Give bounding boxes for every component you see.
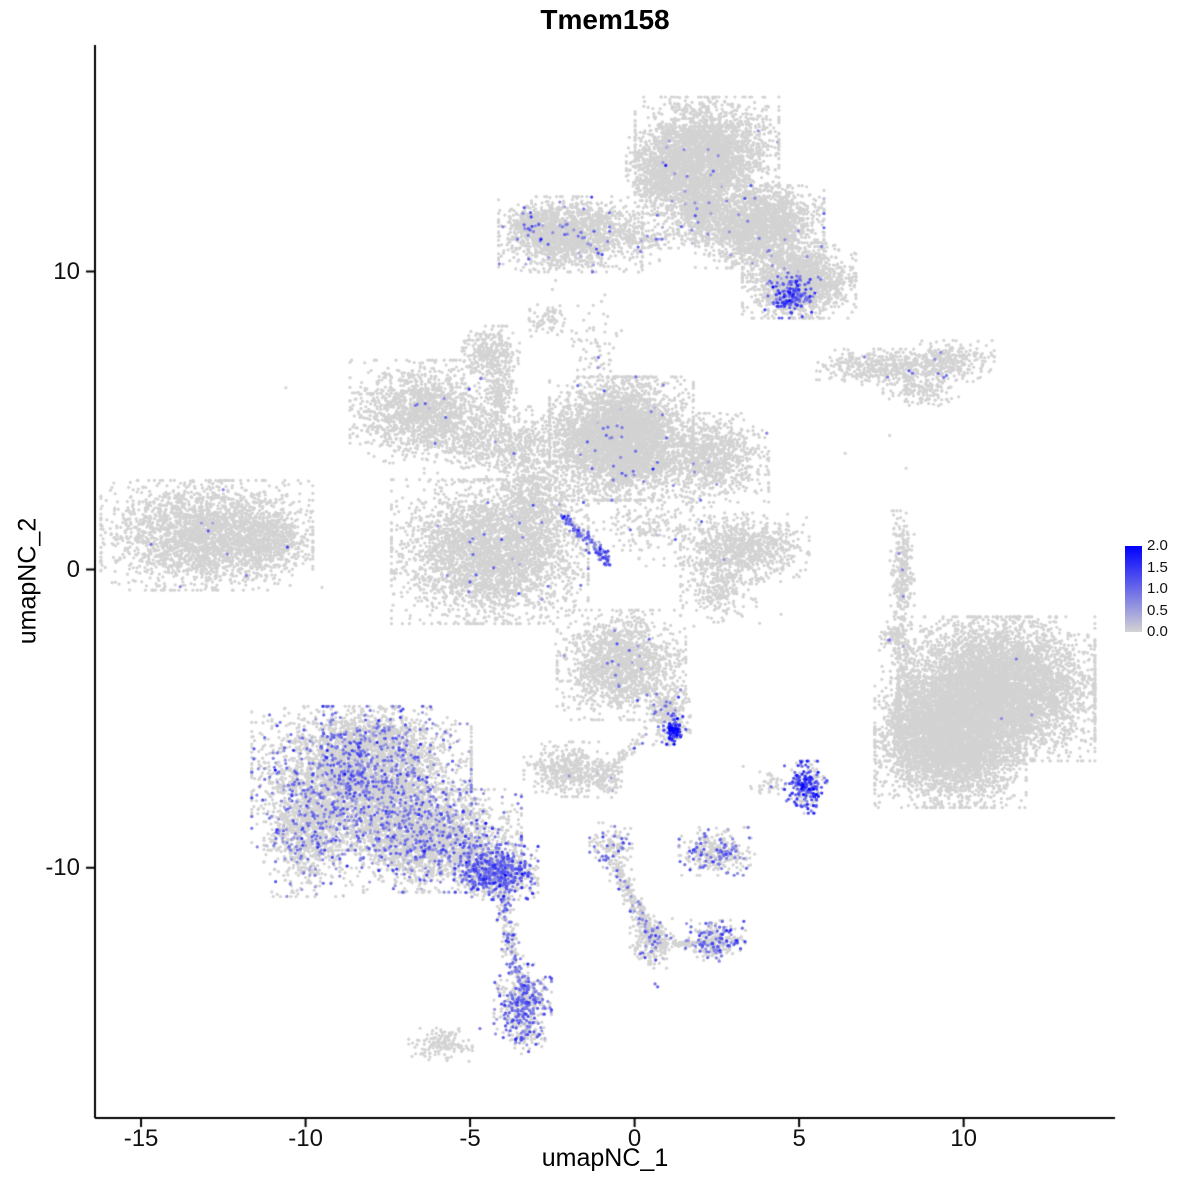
legend-value-label: 0.5 bbox=[1147, 601, 1168, 619]
legend-value-label: 1.5 bbox=[1147, 558, 1168, 576]
x-tick-label: 5 bbox=[792, 1125, 806, 1152]
y-tick-label: 10 bbox=[53, 257, 80, 285]
plot-title: Tmem158 bbox=[540, 4, 670, 35]
legend-value-label: 2.0 bbox=[1147, 537, 1168, 554]
legend-value-label: 1.0 bbox=[1147, 580, 1168, 597]
x-tick-label: 10 bbox=[950, 1125, 977, 1152]
y-tick-label: -10 bbox=[45, 853, 80, 881]
x-tick-label: 0 bbox=[627, 1125, 642, 1152]
x-tick-label: -10 bbox=[288, 1125, 323, 1152]
legend-gradient-bar bbox=[1125, 546, 1142, 632]
x-tick-label: -15 bbox=[123, 1125, 159, 1152]
expression-legend: 2.0 1.5 1.0 0.5 0.0 bbox=[1125, 537, 1200, 640]
x-tick-label: -5 bbox=[459, 1125, 481, 1152]
y-tick-label: 0 bbox=[66, 555, 80, 583]
x-axis-title: umapNC_1 bbox=[541, 1144, 669, 1172]
legend-value-label: 0.0 bbox=[1147, 623, 1168, 640]
